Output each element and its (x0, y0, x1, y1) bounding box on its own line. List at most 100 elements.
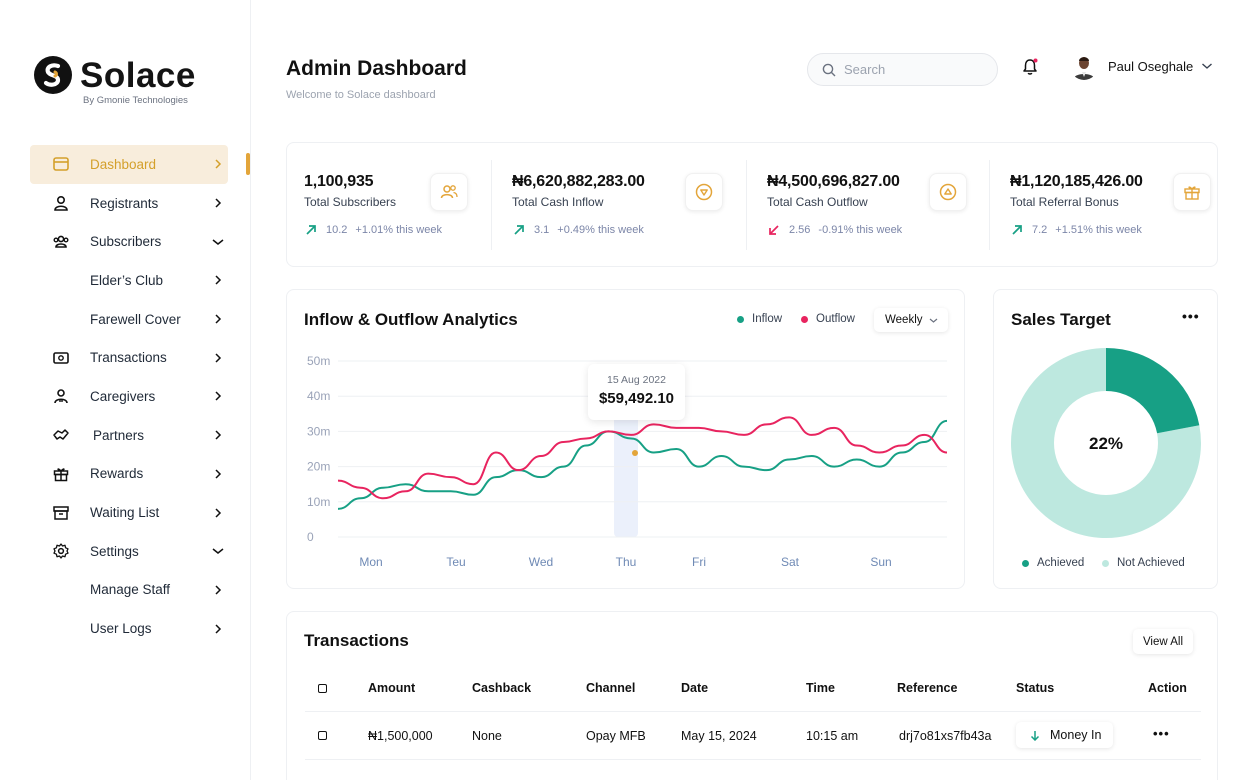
period-dropdown[interactable]: Weekly (874, 308, 948, 332)
trend-up-icon (514, 225, 524, 235)
stat-change-note: -0.91% this week (818, 224, 903, 236)
period-label: Weekly (885, 314, 923, 326)
stat-total-cash-outflow: ₦4,500,696,827.00 Total Cash Outflow 2.5… (767, 143, 997, 268)
legend-achieved-label: Achieved (1037, 557, 1085, 569)
archive-icon (53, 505, 69, 520)
user-icon (54, 196, 68, 211)
analytics-card: Inflow & Outflow Analytics Inflow Outflo… (286, 289, 965, 589)
sidebar-item-elders-club[interactable]: Elder’s Club (30, 261, 228, 300)
chart-tooltip: 15 Aug 2022 $59,492.10 (588, 364, 685, 420)
chevron-down-icon[interactable] (1201, 61, 1213, 71)
brand-name: Solace (80, 55, 196, 95)
row-checkbox[interactable] (318, 731, 327, 740)
sales-target-title: Sales Target (1011, 310, 1111, 329)
col-header-action[interactable]: Action (1148, 681, 1187, 695)
col-header-cashback[interactable]: Cashback (472, 681, 532, 695)
sidebar-item-settings[interactable]: Settings (30, 532, 228, 571)
col-header-status[interactable]: Status (1016, 681, 1055, 695)
legend-outflow-label: Outflow (816, 313, 855, 325)
transactions-card: Transactions View All Amount Cashback Ch… (286, 611, 1218, 780)
stat-divider (491, 160, 492, 250)
sidebar-item-label: Elder’s Club (90, 272, 164, 288)
col-header-time[interactable]: Time (806, 681, 835, 695)
sidebar-item-label: User Logs (90, 621, 152, 637)
col-header-date[interactable]: Date (681, 681, 709, 695)
legend-inflow-label: Inflow (752, 313, 783, 325)
stats-card: 1,100,935 Total Subscribers 10.2 +1.01% … (286, 142, 1218, 267)
chevron-right-icon (215, 159, 222, 169)
cell-time: 10:15 am (806, 729, 859, 743)
stat-value: ₦6,620,882,283.00 (512, 173, 645, 190)
stat-change: 10.2 +1.01% this week (304, 223, 442, 237)
search-box[interactable] (807, 53, 998, 86)
sidebar-item-user-logs[interactable]: User Logs (30, 609, 228, 648)
cell-date: May 15, 2024 (681, 729, 757, 743)
stat-divider (989, 160, 990, 250)
not-achieved-dot (1102, 559, 1109, 567)
stat-change-value: 10.2 (326, 224, 348, 236)
user-name[interactable]: Paul Oseghale (1108, 59, 1194, 74)
col-header-reference[interactable]: Reference (897, 681, 958, 695)
sales-target-card: Sales Target ••• Achieved Not Achieved (993, 289, 1218, 589)
chevron-right-icon (215, 391, 222, 401)
trend-down-icon (769, 225, 779, 235)
brand-tagline: By Gmonie Technologies (83, 95, 188, 106)
cell-cashback: None (472, 729, 502, 743)
arrow-down-circle-icon (695, 183, 713, 201)
stat-change-note: +0.49% this week (557, 224, 644, 236)
cell-channel: Opay MFB (586, 729, 646, 743)
sidebar-item-label: Caregivers (90, 388, 156, 404)
sidebar-item-waiting-list[interactable]: Waiting List (30, 493, 228, 532)
status-badge: Money In (1016, 722, 1114, 748)
stat-change-value: 7.2 (1032, 224, 1048, 236)
chevron-right-icon (215, 275, 222, 285)
search-input[interactable] (844, 62, 984, 77)
more-options-icon[interactable]: ••• (1182, 308, 1200, 324)
stat-total-subscribers: 1,100,935 Total Subscribers 10.2 +1.01% … (304, 143, 492, 268)
row-action-icon[interactable]: ••• (1153, 726, 1170, 741)
select-all-checkbox[interactable] (318, 684, 327, 693)
stat-icon-box (1173, 173, 1211, 211)
stat-total-cash-inflow: ₦6,620,882,283.00 Total Cash Inflow 3.1 … (512, 143, 742, 268)
sidebar-item-registrants[interactable]: Registrants (30, 184, 228, 223)
solace-logo-icon (34, 56, 72, 94)
chevron-right-icon (215, 469, 222, 479)
sidebar-item-rewards[interactable]: Rewards (30, 455, 228, 494)
chevron-right-icon (215, 430, 222, 440)
outflow-dot (801, 315, 808, 323)
col-header-channel[interactable]: Channel (586, 681, 636, 695)
stat-value: ₦1,120,185,426.00 (1010, 173, 1143, 190)
tooltip-value: $59,492.10 (598, 390, 675, 407)
stat-value: 1,100,935 (304, 173, 374, 190)
sidebar-item-farewell-cover[interactable]: Farewell Cover (30, 300, 228, 339)
sidebar-item-label: Manage Staff (90, 582, 171, 598)
chevron-down-icon (929, 318, 937, 323)
inflow-dot (737, 315, 744, 323)
stat-change-value: 2.56 (789, 224, 811, 236)
users-icon (53, 235, 69, 248)
sidebar-item-transactions[interactable]: Transactions (30, 338, 228, 377)
legend-achieved: Achieved (1022, 557, 1084, 569)
row-divider (305, 759, 1201, 760)
stat-label: Total Referral Bonus (1010, 195, 1119, 209)
sidebar-item-caregivers[interactable]: Caregivers (30, 377, 228, 416)
page-title: Admin Dashboard (286, 57, 467, 80)
chevron-right-icon (215, 624, 222, 634)
sidebar-item-manage-staff[interactable]: Manage Staff (30, 571, 228, 610)
col-header-amount[interactable]: Amount (368, 681, 416, 695)
sidebar-item-dashboard[interactable]: Dashboard (30, 145, 228, 184)
stat-total-referral-bonus: ₦1,120,185,426.00 Total Referral Bonus 7… (1010, 143, 1215, 268)
analytics-title: Inflow & Outflow Analytics (304, 310, 518, 329)
view-all-button[interactable]: View All (1133, 629, 1193, 654)
stat-label: Total Subscribers (304, 195, 397, 209)
sidebar-item-partners[interactable]: Partners (30, 416, 228, 455)
legend-outflow: Outflow (801, 313, 855, 325)
sidebar-item-label: Transactions (90, 350, 167, 366)
chevron-right-icon (215, 314, 222, 324)
bell-icon[interactable] (1020, 57, 1040, 77)
stat-change-note: +1.01% this week (355, 224, 442, 236)
users-icon (440, 185, 458, 199)
sidebar-item-subscribers[interactable]: Subscribers (30, 222, 228, 261)
brand-logo[interactable]: Solace (34, 56, 196, 94)
avatar[interactable] (1070, 52, 1098, 80)
